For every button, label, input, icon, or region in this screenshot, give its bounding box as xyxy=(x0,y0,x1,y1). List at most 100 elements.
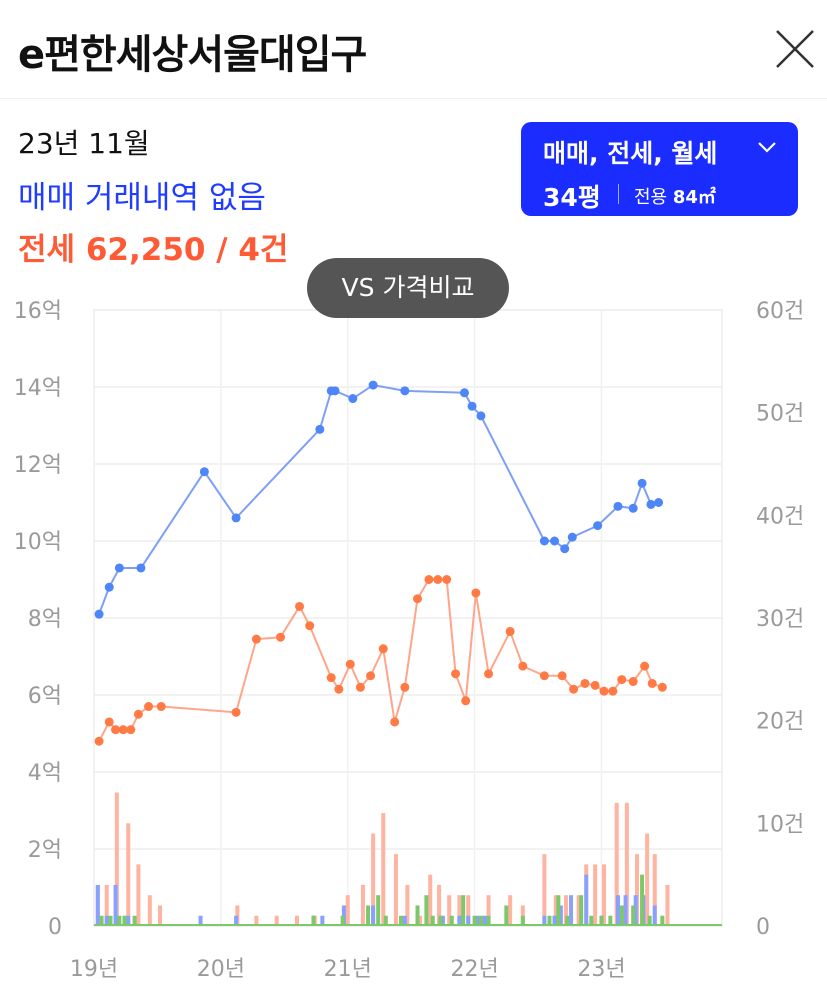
point-sale-price xyxy=(539,536,549,546)
bar-jeonse-count xyxy=(274,915,279,926)
y-left-tick-label: 10억 xyxy=(14,530,62,555)
bar-wolse-count xyxy=(619,905,624,926)
point-sale-price xyxy=(628,503,638,513)
bar-jeonse-count xyxy=(553,895,558,926)
point-jeonse-price xyxy=(345,659,355,669)
bar-wolse-count xyxy=(486,915,491,926)
point-sale-price xyxy=(330,386,340,396)
bar-wolse-count xyxy=(366,905,371,926)
bar-jeonse-count xyxy=(486,895,491,926)
chevron-down-icon xyxy=(758,142,776,153)
bar-sale-count xyxy=(457,915,462,926)
bar-jeonse-count xyxy=(157,905,162,926)
bar-sale-count xyxy=(320,915,325,926)
bar-wolse-count xyxy=(461,895,466,926)
selected-date: 23년 11월 xyxy=(18,127,150,160)
point-sale-price xyxy=(593,521,603,531)
y-left-tick-label: 4억 xyxy=(28,761,62,786)
point-jeonse-price xyxy=(111,725,121,735)
bar-wolse-count xyxy=(424,895,429,926)
bar-wolse-count xyxy=(472,915,477,926)
point-sale-price xyxy=(348,394,358,404)
y-left-tick-label: 0 xyxy=(48,915,62,940)
point-jeonse-price xyxy=(133,709,143,719)
page-title: e편한세상서울대입구 xyxy=(18,32,367,78)
deal-type-filter-button[interactable]: 매매, 전세, 월세 34평 전용 84㎡ xyxy=(521,122,798,216)
point-jeonse-price xyxy=(251,634,261,644)
y-left-tick-label: 8억 xyxy=(28,607,62,632)
bar-jeonse-count xyxy=(345,895,350,926)
bar-wolse-count xyxy=(589,915,594,926)
bar-wolse-count xyxy=(599,915,604,926)
close-icon[interactable] xyxy=(770,24,820,74)
point-jeonse-price xyxy=(400,682,410,692)
y-left-tick-label: 16억 xyxy=(14,299,62,324)
point-jeonse-price xyxy=(599,686,609,696)
bar-sale-count xyxy=(542,915,547,926)
header: e편한세상서울대입구 xyxy=(0,0,827,99)
jeonse-summary: 전세 62,250 / 4건 xyxy=(18,232,289,268)
point-jeonse-price xyxy=(366,671,376,681)
point-jeonse-price xyxy=(156,702,166,712)
bar-jeonse-count xyxy=(254,915,259,926)
point-sale-price xyxy=(114,563,124,573)
point-jeonse-price xyxy=(118,725,128,735)
bar-wolse-count xyxy=(376,895,381,926)
bar-jeonse-count xyxy=(593,864,598,926)
point-jeonse-price xyxy=(424,575,434,584)
bar-wolse-count xyxy=(132,915,137,926)
point-jeonse-price xyxy=(451,669,461,679)
y-right-tick-label: 20건 xyxy=(756,710,804,735)
point-sale-price xyxy=(94,609,104,619)
bar-jeonse-count xyxy=(652,854,657,926)
bar-jeonse-count xyxy=(645,833,650,926)
bar-sale-count xyxy=(475,915,480,926)
bar-jeonse-count xyxy=(371,833,376,926)
bar-jeonse-count xyxy=(393,854,398,926)
point-sale-price xyxy=(199,467,209,477)
y-right-tick-label: 50건 xyxy=(756,402,804,427)
area-value: 84㎡ xyxy=(672,187,716,208)
bar-wolse-count xyxy=(504,905,509,926)
bar-wolse-count xyxy=(399,915,404,926)
point-jeonse-price xyxy=(275,632,285,642)
point-jeonse-price xyxy=(442,575,452,584)
point-jeonse-price xyxy=(539,671,549,681)
area-label: 전용 84㎡ xyxy=(634,183,716,209)
y-right-tick-label: 60건 xyxy=(756,299,804,324)
bar-sale-count xyxy=(482,915,487,926)
y-left-tick-label: 14억 xyxy=(14,376,62,401)
bar-jeonse-count xyxy=(542,854,547,926)
sale-summary: 매매 거래내역 없음 xyxy=(18,180,266,216)
bar-jeonse-count xyxy=(437,884,442,926)
bar-jeonse-count xyxy=(136,864,141,926)
point-jeonse-price xyxy=(378,644,388,654)
point-jeonse-price xyxy=(557,671,567,681)
point-sale-price xyxy=(459,388,469,398)
point-sale-price xyxy=(560,544,570,554)
bar-sale-count xyxy=(623,895,628,926)
point-jeonse-price xyxy=(461,696,471,706)
bar-sale-count xyxy=(371,905,376,926)
point-jeonse-price xyxy=(647,678,657,688)
bar-sale-count xyxy=(633,895,638,926)
bar-jeonse-count xyxy=(576,895,581,926)
bar-wolse-count xyxy=(99,915,104,926)
x-tick-label: 21년 xyxy=(324,957,372,982)
chart-svg: 16억 14억 12억 10억 8억 6억 4억 2억 0 60건 50건 40건 30건 20건 10건 0… xyxy=(14,299,804,982)
point-jeonse-price xyxy=(334,684,344,694)
point-sale-price xyxy=(104,582,114,592)
x-tick-label: 22년 xyxy=(450,957,498,982)
bar-sale-count xyxy=(584,874,589,926)
y-right-tick-label: 0 xyxy=(756,915,770,940)
bar-jeonse-count xyxy=(614,802,619,926)
point-jeonse-price xyxy=(94,736,104,746)
line-jeonse-price xyxy=(98,578,663,742)
area-prefix: 전용 xyxy=(634,187,668,208)
point-sale-price xyxy=(646,499,656,509)
bar-wolse-count xyxy=(430,915,435,926)
vs-compare-button[interactable]: VS 가격비교 xyxy=(307,258,509,318)
point-sale-price xyxy=(315,424,325,434)
bar-jeonse-count xyxy=(126,823,131,926)
y-left-tick-label: 2억 xyxy=(28,838,62,863)
